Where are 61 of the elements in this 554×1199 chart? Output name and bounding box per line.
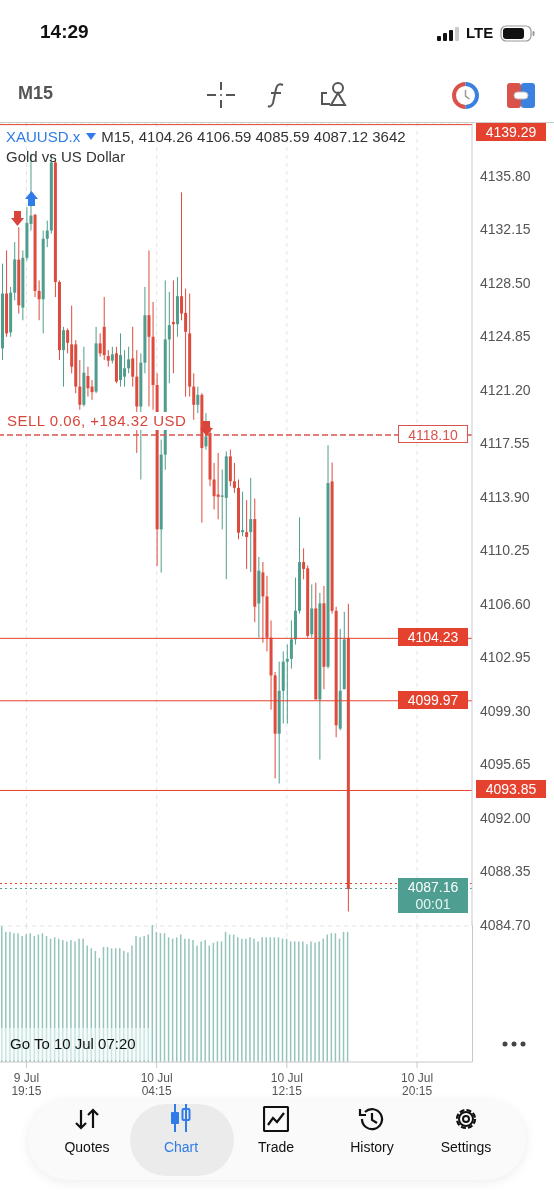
y-tick-label: 4117.55	[480, 435, 530, 452]
annotation: SELL 0.06, +184.32 USD	[7, 412, 187, 430]
ref-line-label: 4099.97	[407, 691, 459, 708]
text: Gold vs US Dollar	[6, 148, 126, 165]
ref-line-label: 4104.23	[407, 629, 459, 646]
y-tick-label: 4095.65	[480, 756, 531, 773]
text: Quotes	[64, 1139, 110, 1155]
candlestick	[196, 386, 200, 414]
candlestick	[167, 291, 171, 384]
y-tick-label: 4135.80	[480, 167, 531, 184]
text: Settings	[440, 1139, 492, 1155]
candlestick	[204, 412, 208, 451]
annotation: M15, 4104.26 4106.59 4085.59 4087.12 3642	[101, 128, 406, 145]
candlestick	[180, 191, 184, 321]
candlestick	[285, 644, 289, 724]
candlestick	[241, 491, 245, 537]
candlestick	[192, 372, 196, 421]
candlestick	[249, 477, 253, 573]
candlestick	[127, 346, 131, 374]
x-tick-label: 10 Jul 04:15	[140, 1071, 173, 1098]
text: LTE	[466, 24, 494, 41]
chart-title: XAUUSD.x	[6, 128, 81, 145]
candlestick	[131, 326, 135, 388]
ref-line-label: 4093.85	[485, 781, 537, 798]
text: Trade	[257, 1139, 295, 1155]
y-tick-label: 4084.70	[480, 916, 531, 933]
x-tick-label: 9 Jul 19:15	[11, 1071, 42, 1098]
y-tick-label: 4092.00	[480, 809, 531, 826]
candlestick	[216, 452, 220, 520]
y-tick-label: 4099.30	[480, 702, 531, 719]
x-tick-label: 10 Jul 20:15	[401, 1071, 434, 1098]
candlestick	[62, 326, 66, 388]
text: Chart	[163, 1139, 199, 1155]
candlestick	[184, 288, 188, 398]
candlestick	[45, 220, 49, 248]
candlestick	[232, 462, 236, 494]
ref-line-label: 4118.10	[408, 427, 458, 444]
y-tick-label: 4121.20	[480, 381, 531, 398]
candlestick	[245, 499, 249, 570]
y-tick-label: 4128.50	[480, 274, 531, 291]
y-tick-label: 4110.25	[480, 542, 530, 559]
text: M15	[18, 83, 54, 103]
candlestick	[78, 359, 82, 411]
text: 14:29	[40, 21, 89, 42]
annotation: 00:01	[415, 896, 451, 913]
ref-line-label: 4087.16	[407, 879, 459, 896]
text: History	[350, 1139, 394, 1155]
y-tick-label: 4106.60	[480, 595, 531, 612]
y-tick-label: 4113.90	[480, 488, 530, 505]
candlestick	[86, 366, 90, 398]
annotation: Go To 10 Jul 07:20	[10, 1035, 136, 1052]
y-tick-label: 4102.95	[480, 649, 531, 666]
y-tick-label: 4132.15	[480, 221, 531, 238]
candlestick	[123, 349, 127, 388]
ref-line-label: 4139.29	[485, 124, 537, 140]
candlestick	[147, 249, 151, 408]
y-tick-label: 4124.85	[480, 328, 531, 345]
y-tick-label: 4088.35	[480, 863, 531, 880]
candlestick	[66, 327, 70, 354]
x-tick-label: 10 Jul 12:15	[270, 1071, 303, 1098]
candlestick	[289, 619, 293, 670]
